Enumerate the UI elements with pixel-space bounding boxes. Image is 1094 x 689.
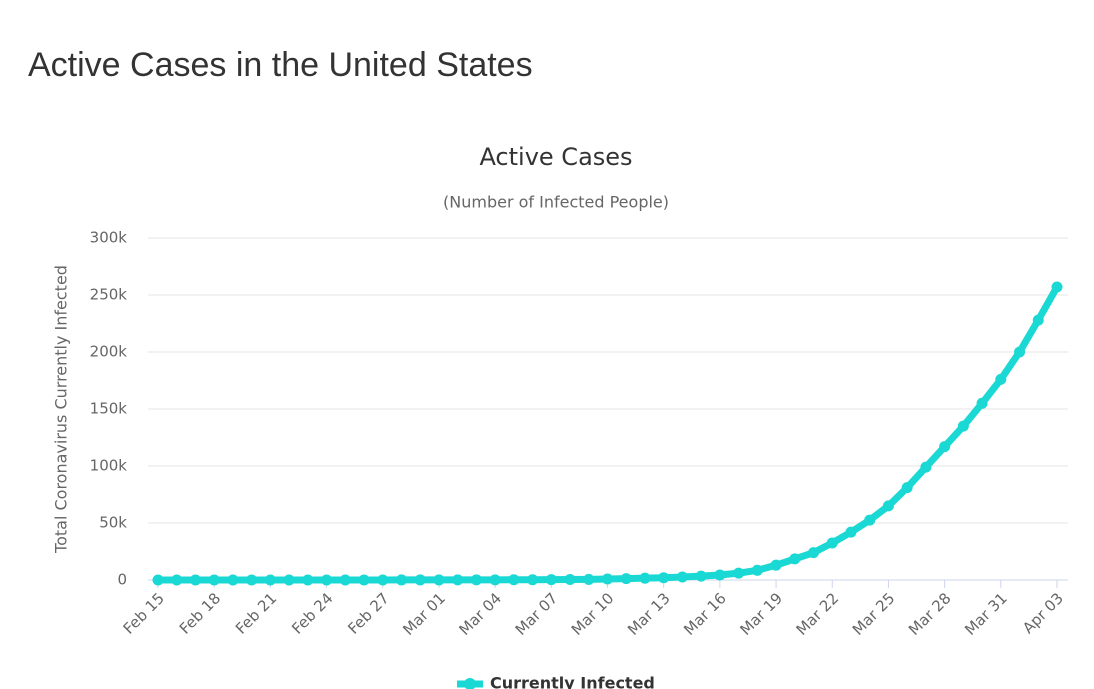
point <box>789 553 801 565</box>
point <box>770 559 782 571</box>
y-tick-label: 150k <box>90 400 128 418</box>
point <box>339 574 351 586</box>
point <box>283 574 295 586</box>
point <box>545 574 557 586</box>
point <box>264 574 276 586</box>
chart-title: Active Cases <box>479 143 632 171</box>
point <box>976 397 988 409</box>
x-tick-label: Feb 21 <box>232 589 280 637</box>
x-tick-label: Feb 15 <box>120 589 168 637</box>
x-tick-label: Mar 04 <box>456 589 506 639</box>
point <box>995 373 1007 385</box>
point <box>433 574 445 586</box>
legend-label[interactable]: Currently Infected <box>490 674 655 689</box>
point <box>152 574 164 586</box>
y-tick-label: 250k <box>90 286 128 304</box>
series-line <box>154 283 1061 584</box>
point <box>414 574 426 586</box>
point <box>658 572 670 584</box>
chart-subtitle: (Number of Infected People) <box>443 193 669 212</box>
x-tick-label: Feb 18 <box>176 589 224 637</box>
point <box>302 574 314 586</box>
point <box>920 461 932 473</box>
point <box>639 572 651 584</box>
point <box>564 574 576 586</box>
x-tick-label: Feb 27 <box>344 589 392 637</box>
x-tick-label: Mar 01 <box>399 589 449 639</box>
x-tick-label: Feb 24 <box>288 589 336 637</box>
point <box>882 500 894 512</box>
point <box>246 574 258 586</box>
point <box>939 441 951 453</box>
point <box>395 574 407 586</box>
x-tick-label: Mar 07 <box>512 589 562 639</box>
y-tick-label: 100k <box>90 457 128 475</box>
point <box>208 574 220 586</box>
point <box>864 514 876 526</box>
point <box>321 574 333 586</box>
point <box>957 420 969 432</box>
point <box>583 573 595 585</box>
point <box>808 547 820 559</box>
point <box>695 570 707 582</box>
point <box>602 573 613 585</box>
point <box>620 573 632 585</box>
point <box>733 567 745 579</box>
point <box>171 574 183 586</box>
point <box>1051 281 1063 293</box>
point <box>377 574 389 586</box>
point <box>1014 346 1026 358</box>
point <box>189 574 201 586</box>
point <box>845 526 857 538</box>
point <box>901 482 913 494</box>
y-tick-label: 300k <box>90 229 128 247</box>
x-tick-label: Mar 22 <box>793 589 843 639</box>
legend-marker <box>464 678 476 689</box>
x-tick-label: Mar 16 <box>680 589 730 639</box>
point <box>508 574 520 586</box>
page-title: Active Cases in the United States <box>28 46 533 84</box>
point <box>452 574 464 586</box>
point <box>1032 314 1044 326</box>
point <box>714 569 726 581</box>
x-tick-label: Mar 13 <box>624 589 674 639</box>
point <box>489 574 501 586</box>
point <box>676 571 688 583</box>
point <box>470 574 482 586</box>
y-tick-label: 0 <box>117 571 127 589</box>
point <box>751 564 763 576</box>
x-tick-label: Mar 31 <box>961 589 1011 639</box>
x-tick-label: Apr 03 <box>1019 589 1067 637</box>
point <box>826 537 838 549</box>
y-axis-title: Total Coronavirus Currently Infected <box>52 265 71 554</box>
x-tick-label: Mar 25 <box>849 589 899 639</box>
x-tick-label: Mar 10 <box>568 589 618 639</box>
point <box>358 574 370 586</box>
point <box>227 574 239 586</box>
y-tick-label: 200k <box>90 343 128 361</box>
x-tick-label: Mar 19 <box>736 589 786 639</box>
y-tick-label: 50k <box>99 514 127 532</box>
point <box>527 574 539 586</box>
x-tick-label: Mar 28 <box>905 589 955 639</box>
